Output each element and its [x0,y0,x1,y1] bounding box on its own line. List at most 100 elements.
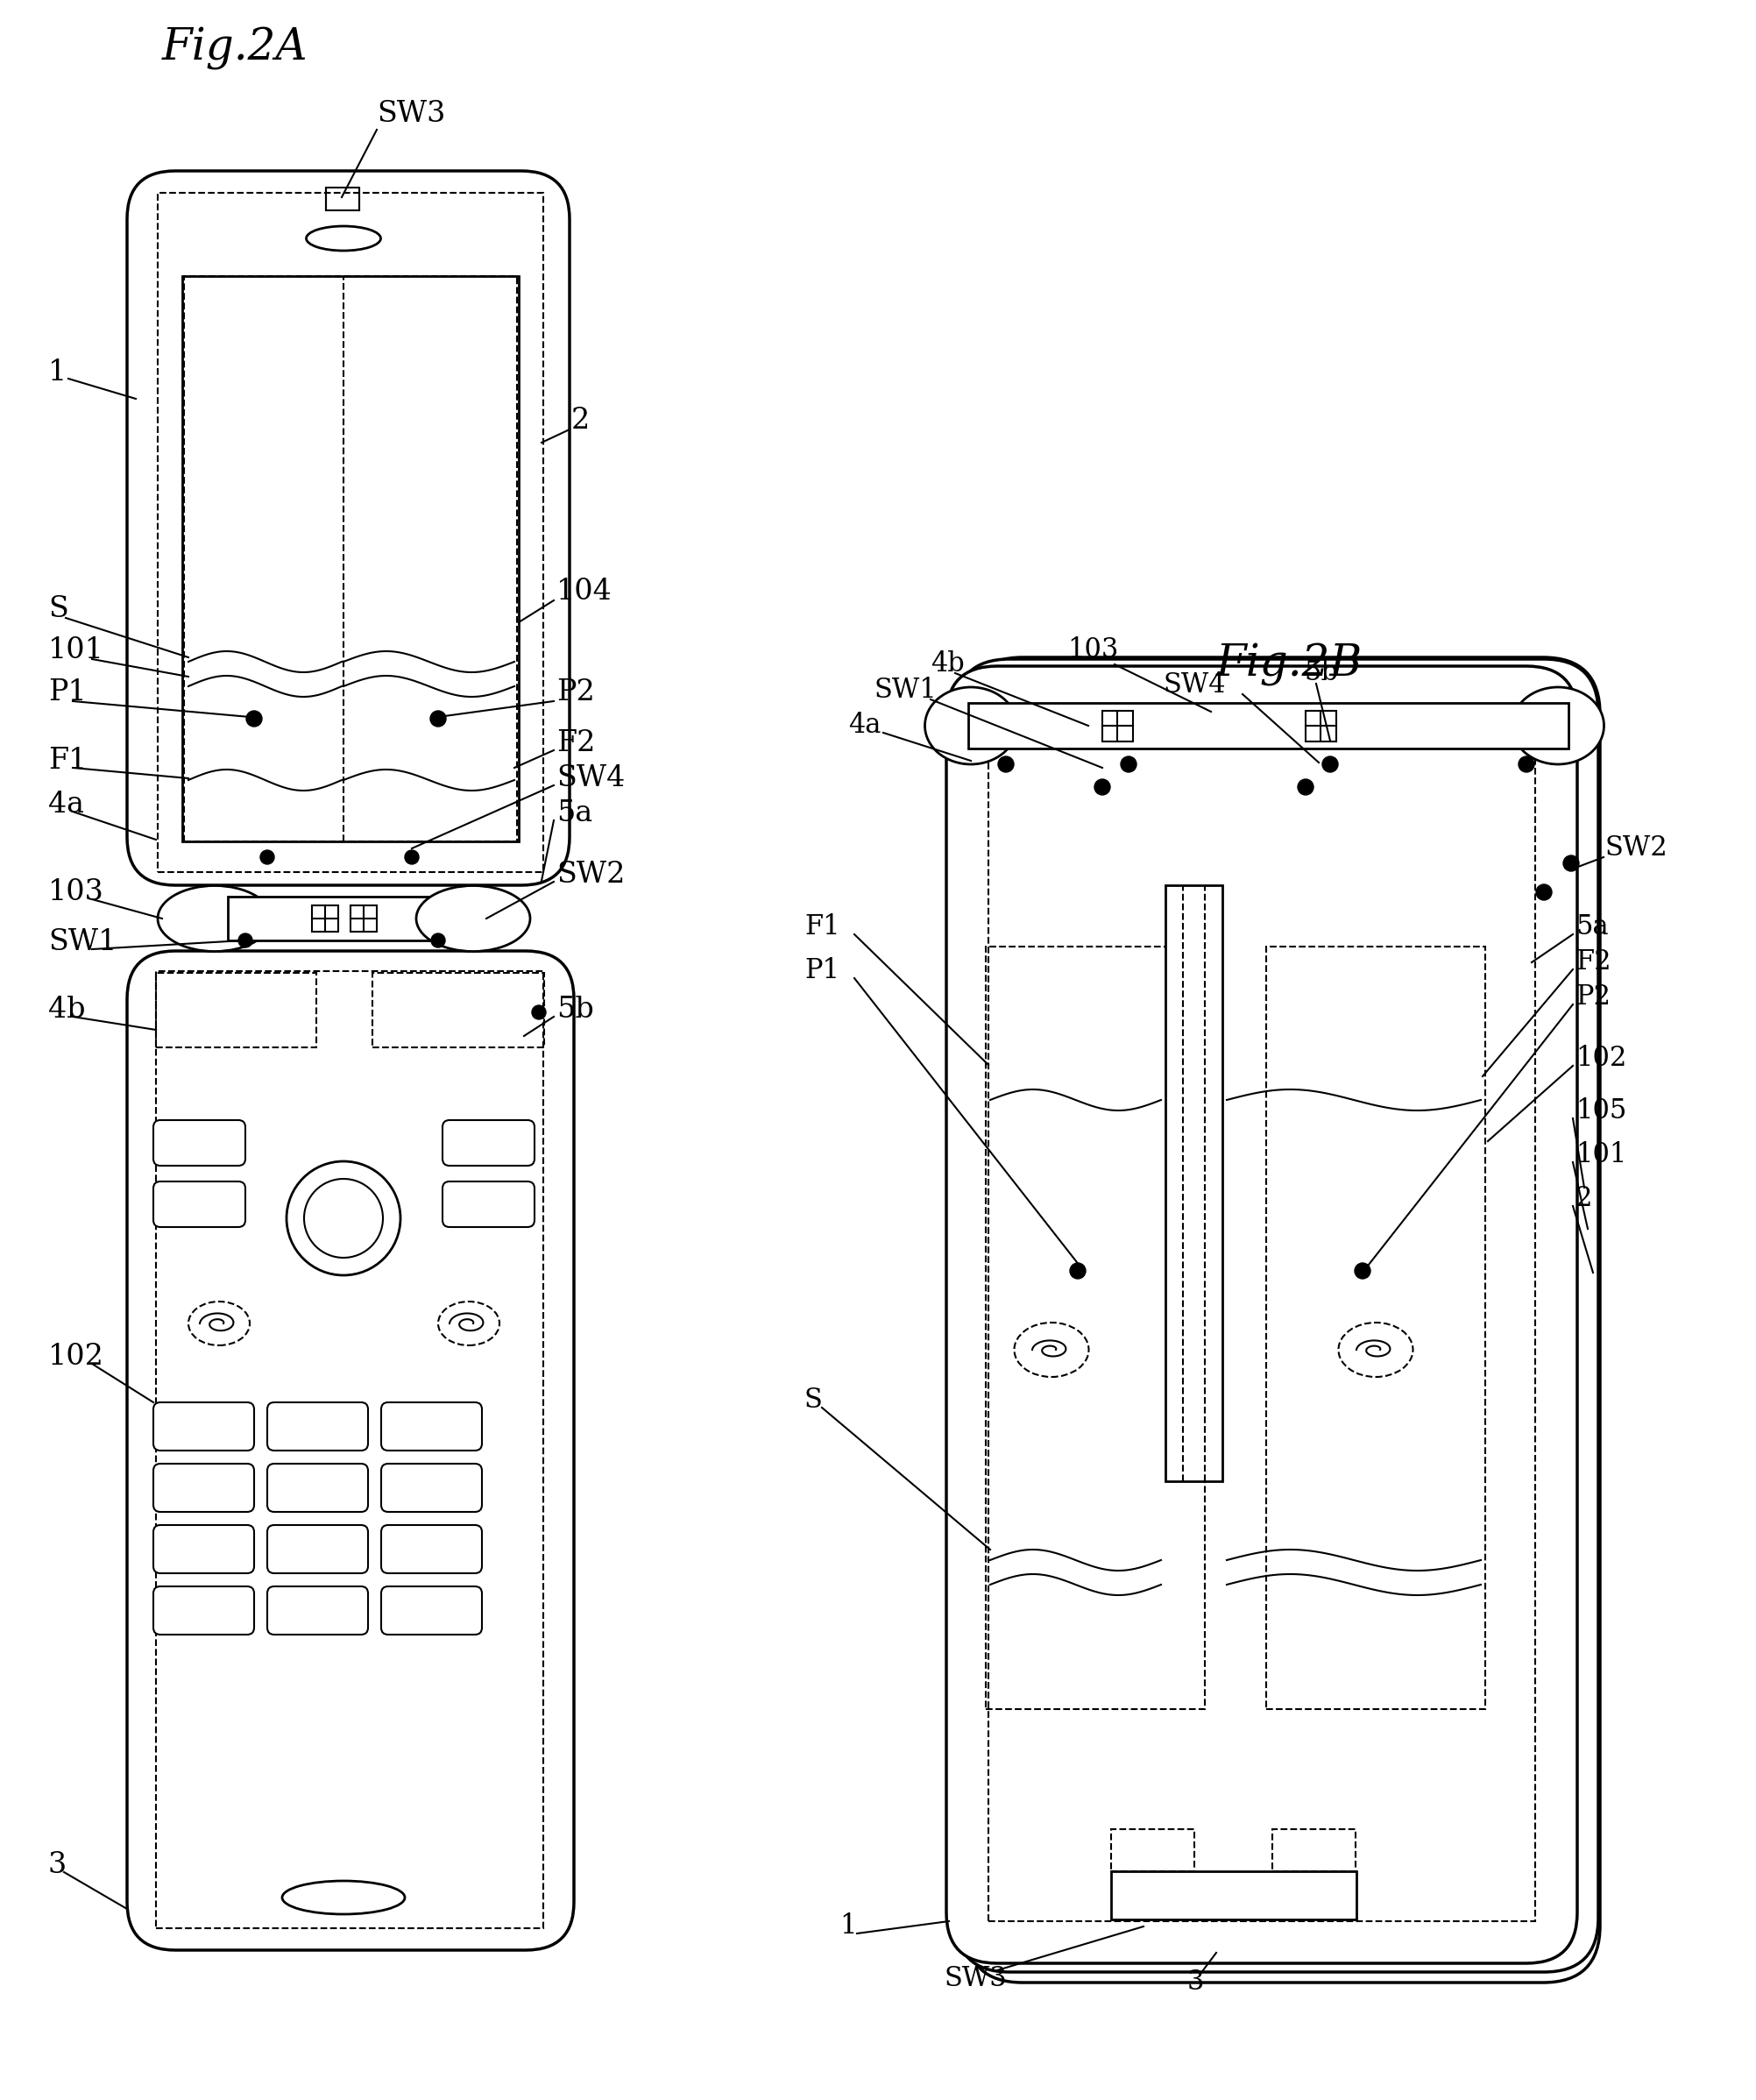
Circle shape [406,851,420,865]
Text: 4b: 4b [931,651,964,678]
Text: 5b: 5b [557,995,594,1023]
Text: SW1: SW1 [47,928,118,956]
Bar [158,193,543,872]
FancyBboxPatch shape [153,1586,255,1634]
Ellipse shape [416,886,530,951]
Text: 3: 3 [47,1850,67,1880]
Text: 5b: 5b [1305,659,1338,687]
Text: S: S [804,1386,824,1413]
Text: 105: 105 [1575,1098,1626,1126]
Text: SW3: SW3 [945,1966,1008,1993]
Text: Fig.2B: Fig.2B [1217,643,1363,687]
Circle shape [1519,756,1535,773]
Circle shape [286,1161,400,1275]
Circle shape [1069,1262,1085,1279]
Text: SW3: SW3 [378,101,446,128]
Text: P1: P1 [47,678,86,706]
Circle shape [997,756,1013,773]
FancyBboxPatch shape [381,1464,481,1512]
Ellipse shape [283,1882,406,1915]
Circle shape [432,932,444,947]
Text: SW2: SW2 [557,861,625,888]
Text: SW4: SW4 [1164,672,1226,699]
Text: S: S [47,594,68,624]
Bar [1112,1829,1194,1871]
FancyBboxPatch shape [955,659,1598,1972]
Circle shape [304,1178,383,1258]
Text: 101: 101 [47,636,104,664]
Text: 2: 2 [571,407,590,435]
Bar [1166,886,1222,1480]
Text: SW2: SW2 [1605,836,1668,861]
Text: F2: F2 [1575,949,1610,977]
FancyBboxPatch shape [443,1119,534,1166]
FancyBboxPatch shape [153,1525,255,1573]
Text: P2: P2 [1575,983,1610,1010]
FancyBboxPatch shape [267,1525,369,1573]
FancyBboxPatch shape [946,666,1577,1964]
Circle shape [532,1006,546,1018]
Bar [1273,1829,1356,1871]
Ellipse shape [158,886,272,951]
Text: 5a: 5a [557,800,592,827]
Text: 101: 101 [1575,1142,1626,1170]
Text: 4a: 4a [848,712,882,739]
Bar [183,275,518,842]
Bar [228,897,455,941]
Bar [184,275,516,842]
Text: P2: P2 [557,678,595,706]
Bar [1103,710,1133,741]
FancyBboxPatch shape [267,1464,369,1512]
Bar [1266,947,1486,1709]
Bar [327,187,360,210]
Text: 4b: 4b [47,995,86,1023]
Ellipse shape [306,227,381,250]
Bar [156,970,543,1928]
Ellipse shape [439,1302,499,1346]
FancyBboxPatch shape [381,1525,481,1573]
Ellipse shape [1338,1323,1414,1378]
Text: F1: F1 [804,914,839,941]
Circle shape [1094,779,1110,796]
Text: F2: F2 [557,729,595,758]
FancyBboxPatch shape [126,951,574,1951]
Text: 102: 102 [1575,1046,1626,1073]
Circle shape [430,710,446,727]
FancyBboxPatch shape [381,1586,481,1634]
Bar [351,905,378,932]
Text: SW1: SW1 [874,676,938,704]
Text: 103: 103 [1068,636,1119,664]
Circle shape [1298,779,1313,796]
Circle shape [260,851,274,865]
Text: 4a: 4a [47,790,84,819]
Text: 3: 3 [1187,1970,1205,1997]
FancyBboxPatch shape [966,657,1600,1982]
Bar [372,972,544,1048]
Text: 1: 1 [47,359,67,386]
Bar [1306,710,1336,741]
Circle shape [1120,756,1136,773]
Ellipse shape [1512,687,1603,764]
Text: F1: F1 [47,748,88,775]
Bar [985,947,1205,1709]
FancyBboxPatch shape [153,1464,255,1512]
Text: P1: P1 [804,958,839,985]
Text: 103: 103 [47,878,104,907]
Bar [156,972,316,1048]
Circle shape [239,932,253,947]
FancyBboxPatch shape [381,1403,481,1451]
FancyBboxPatch shape [267,1586,369,1634]
Text: 2: 2 [1575,1184,1593,1212]
Bar [968,704,1568,748]
Bar [1112,1871,1356,1919]
FancyBboxPatch shape [153,1403,255,1451]
Text: 102: 102 [47,1342,104,1371]
Ellipse shape [1015,1323,1089,1378]
Bar [313,905,339,932]
Bar [989,708,1535,1922]
Text: SW4: SW4 [557,764,625,792]
FancyBboxPatch shape [153,1182,246,1226]
FancyBboxPatch shape [443,1182,534,1226]
Circle shape [1563,855,1579,872]
Circle shape [1536,884,1552,901]
